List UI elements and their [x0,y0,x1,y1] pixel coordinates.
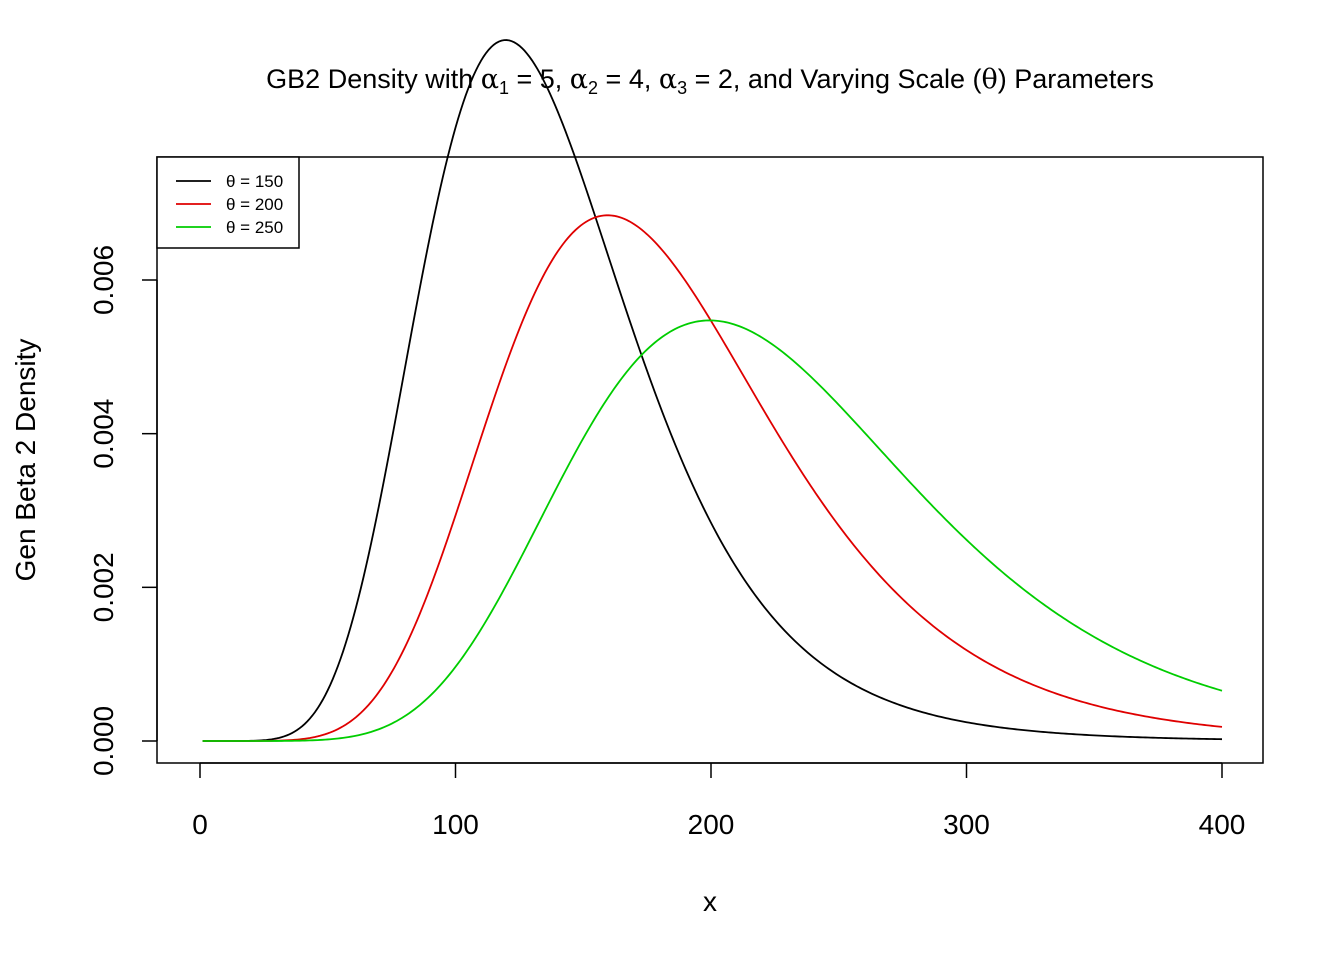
x-tick-label: 200 [688,809,735,840]
x-tick-label: 400 [1199,809,1246,840]
x-tick-label: 300 [943,809,990,840]
y-axis: 0.000 0.002 0.004 0.006 [88,245,158,776]
x-tick-label: 0 [192,809,208,840]
series-group [202,39,1223,742]
x-tick-label: 100 [432,809,479,840]
legend-label-250: θ = 250 [226,218,283,237]
chart-title: GB2 Density with α1 = 5, α2 = 4, α3 = 2,… [266,64,1154,98]
legend-box [156,156,300,249]
y-axis-label: Gen Beta 2 Density [10,339,41,582]
series-line-150 [202,39,1223,742]
plot-area [156,156,1264,764]
y-tick-label: 0.006 [88,245,119,315]
series-line-200 [202,214,1223,742]
x-axis-label: x [703,886,717,917]
y-tick-label: 0.002 [88,552,119,622]
x-axis: 0 100 200 300 400 [192,762,1246,840]
legend-label-200: θ = 200 [226,195,283,214]
series-line-250 [202,319,1223,742]
legend-label-150: θ = 150 [226,172,283,191]
y-tick-label: 0.004 [88,399,119,469]
legend: θ = 150 θ = 200 θ = 250 [156,156,300,249]
y-tick-label: 0.000 [88,706,119,776]
